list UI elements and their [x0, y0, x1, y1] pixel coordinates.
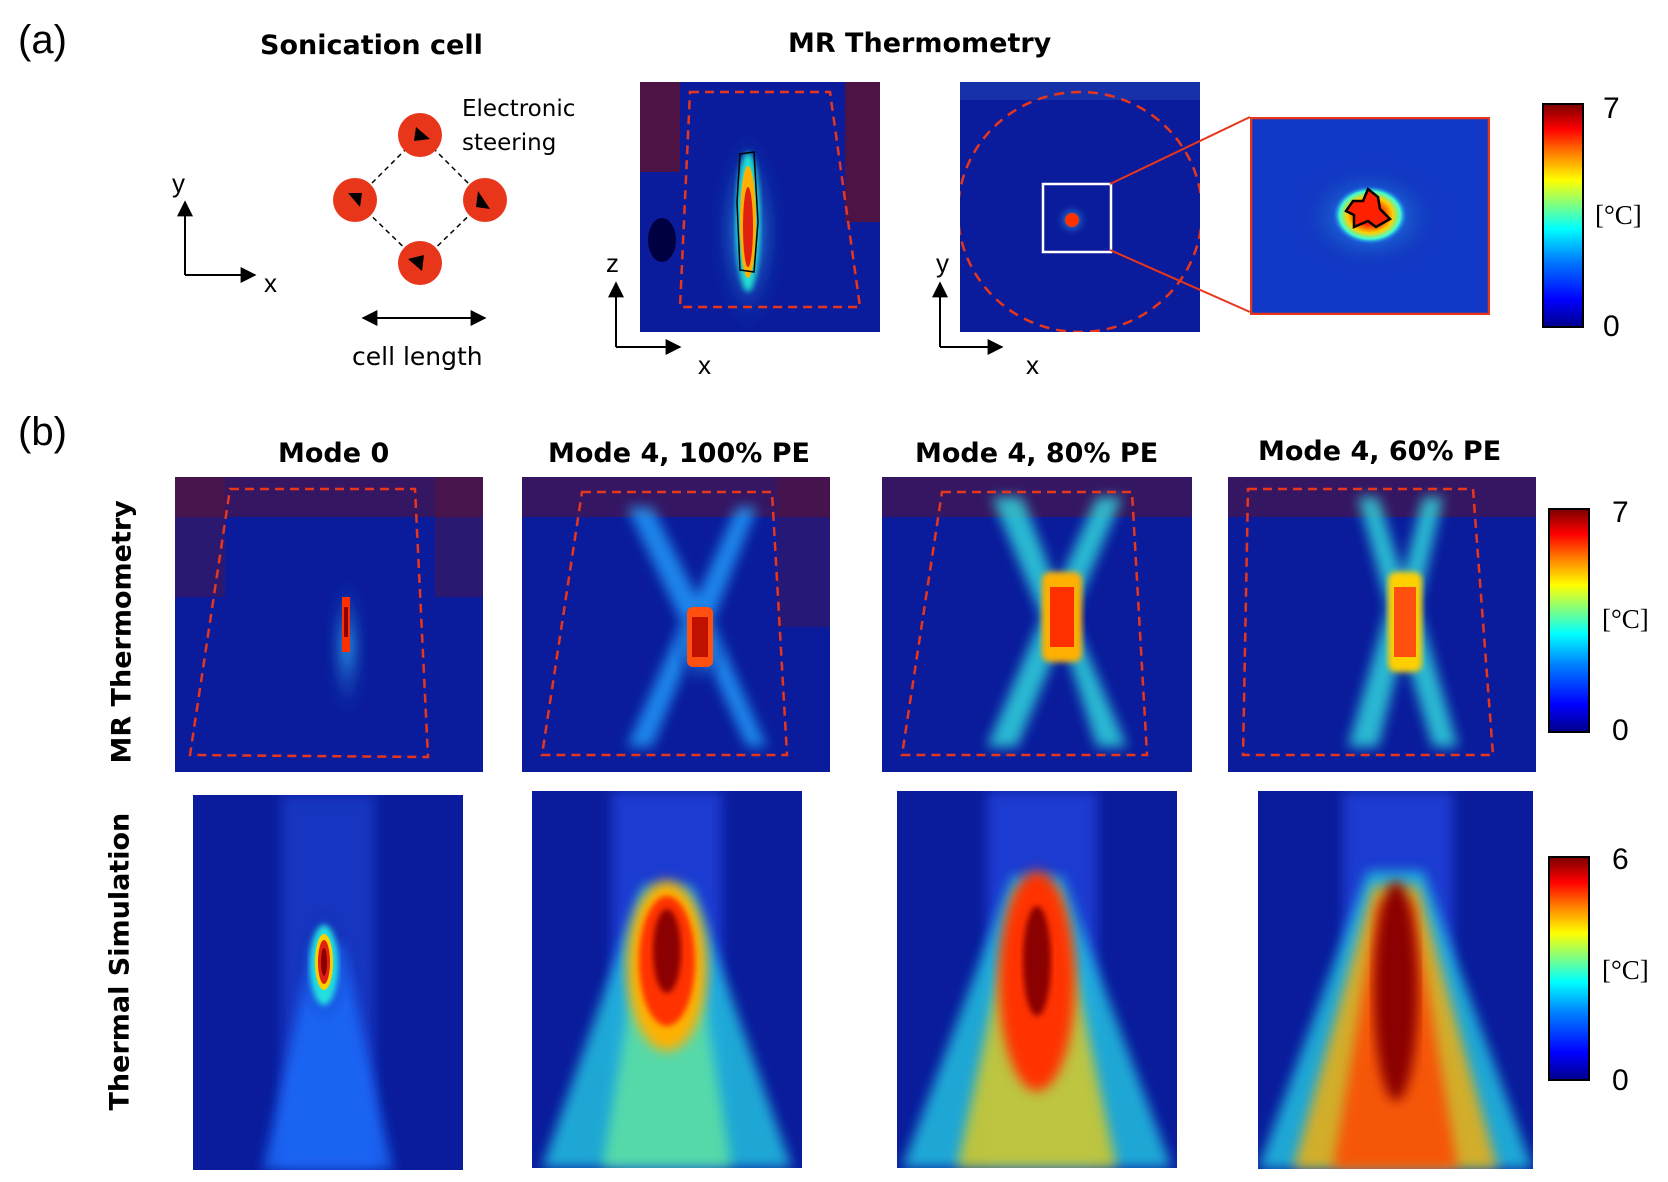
panel-a-label: (a) — [18, 18, 67, 62]
sonication-cell-diagram — [333, 113, 507, 285]
colorbar-b-sim-max: 6 — [1612, 843, 1629, 876]
colorbar-b-sim — [1548, 856, 1590, 1081]
electronic-steering-note: Electronic steering — [462, 96, 576, 156]
col-title-2: Mode 4, 80% PE — [915, 438, 1159, 469]
mr-image-mode4-100 — [522, 477, 830, 772]
sim-image-mode0 — [193, 795, 463, 1170]
colorbar-b-mr — [1548, 508, 1590, 733]
mr-image-xy — [960, 82, 1200, 332]
cell-length-arrow — [361, 310, 487, 326]
colorbar-a-min: 0 — [1603, 310, 1620, 343]
sonication-cell-title: Sonication cell — [260, 30, 483, 61]
mr2-axis-v: y — [936, 248, 949, 278]
colorbar-b-mr-unit: [°C] — [1602, 604, 1649, 634]
mr1-axis-h: x — [698, 350, 711, 380]
row-label-sim: Thermal Simulation — [104, 812, 136, 1111]
zx-axes — [608, 281, 682, 355]
sim-image-mode4-60 — [1258, 791, 1533, 1169]
axis-x-label: x — [264, 268, 277, 298]
mr1-axis-v: z — [606, 248, 619, 278]
colorbar-b-mr-min: 0 — [1612, 714, 1629, 747]
col-title-0: Mode 0 — [278, 438, 390, 469]
xy-axes — [177, 200, 257, 283]
mr-image-mode0 — [175, 477, 483, 772]
sim-image-mode4-100 — [532, 791, 802, 1168]
sim-image-mode4-80 — [897, 791, 1177, 1168]
col-title-3: Mode 4, 60% PE — [1258, 436, 1502, 467]
mr-image-mode4-60 — [1228, 477, 1536, 772]
row-label-mr: MR Thermometry — [106, 500, 138, 764]
colorbar-b-mr-max: 7 — [1612, 496, 1629, 529]
axis-y-label: y — [172, 168, 185, 198]
mr-image-mode4-80 — [882, 477, 1192, 772]
colorbar-a-unit: [°C] — [1595, 200, 1642, 230]
colorbar-b-sim-unit: [°C] — [1602, 955, 1649, 985]
cell-length-label: cell length — [352, 342, 483, 371]
col-title-1: Mode 4, 100% PE — [548, 438, 810, 469]
mr-image-xz — [640, 82, 880, 332]
mr2-axis-h: x — [1026, 350, 1039, 380]
panel-b-label: (b) — [18, 410, 67, 454]
colorbar-a — [1542, 103, 1584, 328]
focal-point-right — [463, 178, 507, 222]
colorbar-a-max: 7 — [1603, 92, 1620, 125]
yx-axes — [932, 281, 1004, 355]
mr-zoom-inset — [1250, 117, 1490, 315]
colorbar-b-sim-min: 0 — [1612, 1064, 1629, 1097]
mr-thermometry-title: MR Thermometry — [788, 28, 1052, 59]
zoom-connector-lines — [1109, 116, 1251, 313]
